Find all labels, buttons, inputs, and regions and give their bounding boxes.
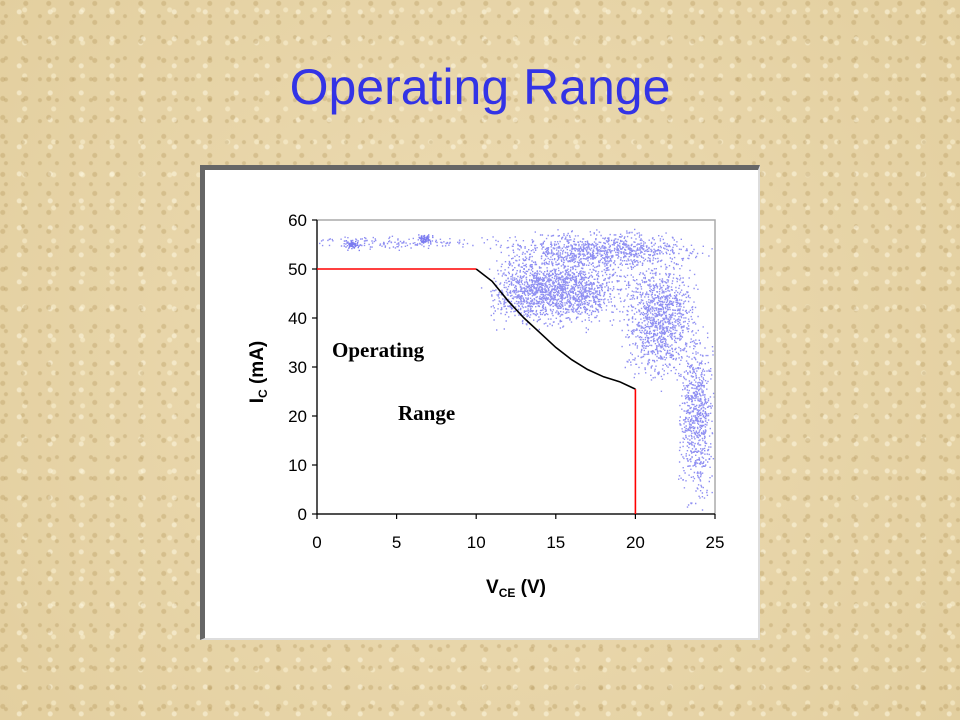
- slide-title: Operating Range: [289, 59, 671, 115]
- y-tick-label: 30: [288, 358, 307, 377]
- scatter-cloud: [319, 228, 715, 511]
- plot-border: [316, 219, 716, 515]
- x-tick-label: 0: [312, 533, 321, 552]
- chart-axes: 0 10 20 30 40 50 60 0 5 10 15 20 25: [288, 211, 724, 552]
- y-axis-label: IC (mA): [247, 341, 270, 404]
- operating-range-chart: 0 10 20 30 40 50 60 0 5 10 15 20 25 Operating Range VC…: [247, 211, 724, 600]
- region-label-range: Range: [398, 401, 455, 425]
- x-tick-label: 20: [626, 533, 645, 552]
- boundary-lines: [317, 268, 637, 514]
- x-axis-label: VCE (V): [486, 577, 546, 600]
- x-tick-label: 5: [392, 533, 401, 552]
- scatter-points: [319, 228, 715, 511]
- x-tick-label: 25: [706, 533, 725, 552]
- chart-labels: Operating Range VCE (V) IC (mA): [247, 338, 546, 600]
- y-tick-label: 10: [288, 456, 307, 475]
- y-tick-label: 20: [288, 407, 307, 426]
- scatter-clump: [343, 240, 362, 252]
- y-tick-label: 50: [288, 260, 307, 279]
- x-tick-label: 10: [467, 533, 486, 552]
- y-tick-label: 0: [298, 505, 307, 524]
- y-tick-label: 40: [288, 309, 307, 328]
- y-tick-label: 60: [288, 211, 307, 230]
- region-label-operating: Operating: [332, 338, 425, 362]
- scatter-clump: [418, 234, 434, 244]
- chart-frame: 0 10 20 30 40 50 60 0 5 10 15 20 25 Operating Range VC…: [200, 165, 760, 640]
- boundary-segment-1: [475, 268, 636, 390]
- x-tick-label: 15: [546, 533, 565, 552]
